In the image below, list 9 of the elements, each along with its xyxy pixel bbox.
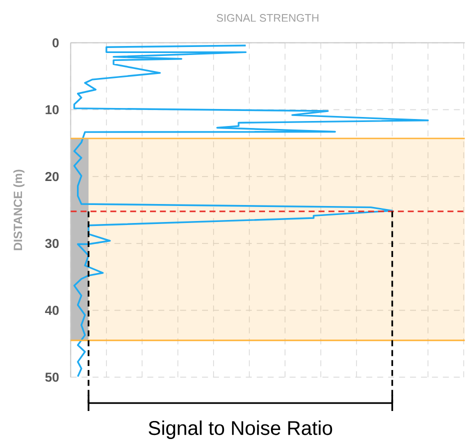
text: Signal to Noise Ratio	[148, 420, 332, 440]
y-tick-label: 10	[46, 105, 59, 114]
y-tick-label: 30	[45, 238, 59, 248]
y-tick-label: 40	[45, 306, 59, 315]
chart-title: SIGNAL STRENGTH	[216, 14, 318, 22]
y-tick-label: 0	[52, 38, 59, 48]
y-tick-label: 50	[45, 372, 59, 382]
y-tick-label: 20	[45, 172, 59, 182]
y-axis-title: DISTANCE (m)	[13, 170, 24, 250]
